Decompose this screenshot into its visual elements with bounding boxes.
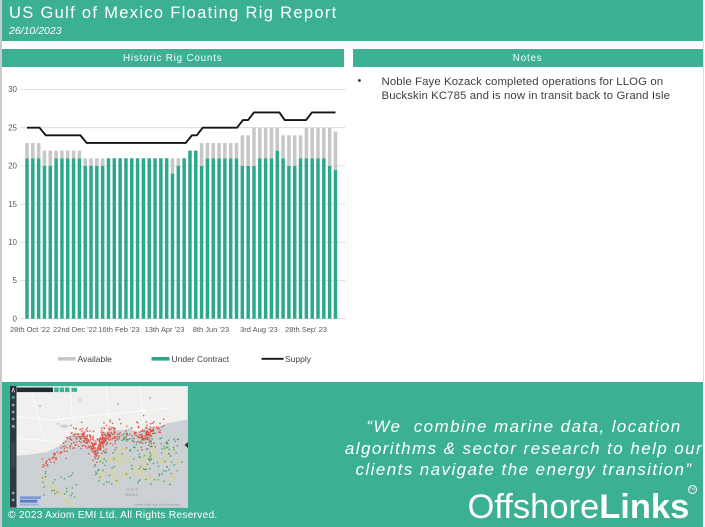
svg-text:25: 25 [8, 123, 17, 132]
svg-text:Supply: Supply [285, 354, 312, 364]
svg-text:5: 5 [13, 276, 18, 285]
svg-text:Mexico: Mexico [125, 492, 139, 497]
svg-text:30: 30 [8, 85, 17, 94]
svg-text:Available: Available [78, 354, 113, 364]
svg-text:15: 15 [8, 200, 17, 209]
svg-text:8th Jun '23: 8th Jun '23 [193, 325, 229, 334]
svg-text:22nd Dec '22: 22nd Dec '22 [53, 325, 97, 334]
svg-text:28th Oct '22: 28th Oct '22 [10, 325, 50, 334]
svg-text:16th Feb '23: 16th Feb '23 [98, 325, 139, 334]
svg-text:10: 10 [8, 238, 17, 247]
svg-text:20: 20 [8, 162, 17, 171]
svg-text:3rd Aug '23: 3rd Aug '23 [240, 325, 278, 334]
svg-text:0: 0 [13, 314, 18, 323]
svg-text:Gulf of: Gulf of [126, 487, 139, 492]
svg-text:Leaflet | Map data OpenStreetM: Leaflet | Map data OpenStreetMap [134, 503, 180, 507]
svg-text:Under Contract: Under Contract [172, 354, 230, 364]
svg-text:28th Sep' 23: 28th Sep' 23 [285, 325, 327, 334]
svg-text:13th Apr '23: 13th Apr '23 [145, 325, 185, 334]
